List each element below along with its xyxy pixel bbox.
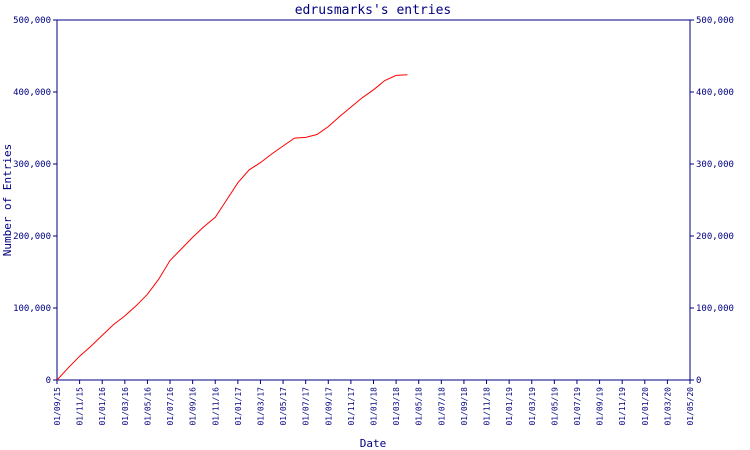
x-tick-label: 01/03/18 bbox=[392, 387, 401, 426]
x-ticks: 01/09/15 01/11/15 01/01/16 01/03/16 01/05/16… bbox=[53, 380, 695, 426]
x-tick-label: 01/01/20 bbox=[641, 387, 650, 426]
x-tick-label: 01/07/17 bbox=[302, 387, 311, 426]
x-tick-label: 01/01/16 bbox=[98, 387, 107, 426]
x-tick-label: 01/11/17 bbox=[347, 387, 356, 426]
x-tick-label: 01/09/18 bbox=[460, 387, 469, 426]
y-tick-label-left: 200,000 bbox=[13, 232, 51, 242]
y-axis-label: Number of Entries bbox=[1, 144, 14, 257]
x-tick-label: 01/11/18 bbox=[483, 387, 492, 426]
x-tick-label: 01/03/19 bbox=[528, 387, 537, 426]
x-tick-label: 01/05/16 bbox=[143, 387, 152, 426]
x-tick-label: 01/11/16 bbox=[211, 387, 220, 426]
y-tick-label-left: 0 bbox=[46, 376, 51, 386]
plot-frame bbox=[56, 19, 691, 381]
x-tick-label: 01/07/18 bbox=[437, 387, 446, 426]
x-tick-label: 01/03/17 bbox=[256, 387, 265, 426]
y-tick-label-left: 400,000 bbox=[13, 88, 51, 98]
series-group bbox=[56, 74, 408, 381]
y-ticks-right: 0 100,000 200,000 300,000 400,000 500,000 bbox=[690, 16, 734, 386]
x-tick-label: 01/11/19 bbox=[618, 387, 627, 426]
y-tick-label-right: 100,000 bbox=[696, 304, 734, 314]
y-tick-label-left: 300,000 bbox=[13, 160, 51, 170]
x-tick-label: 01/03/20 bbox=[663, 387, 672, 426]
x-tick-label: 01/07/19 bbox=[573, 387, 582, 426]
y-tick-label-right: 0 bbox=[696, 376, 701, 386]
x-tick-label: 01/05/18 bbox=[415, 387, 424, 426]
x-tick-label: 01/11/15 bbox=[76, 387, 85, 426]
y-tick-label-right: 400,000 bbox=[696, 88, 734, 98]
x-tick-label: 01/09/19 bbox=[596, 387, 605, 426]
x-tick-label: 01/09/16 bbox=[189, 387, 198, 426]
series-line-entries bbox=[56, 74, 408, 381]
x-axis-label: Date bbox=[360, 437, 387, 450]
x-tick-label: 01/01/19 bbox=[505, 387, 514, 426]
x-tick-label: 01/05/17 bbox=[279, 387, 288, 426]
x-tick-label: 01/07/16 bbox=[166, 387, 175, 426]
x-tick-label: 01/09/15 bbox=[53, 387, 62, 426]
y-ticks-left: 0 100,000 200,000 300,000 400,000 500,000 bbox=[13, 16, 57, 386]
x-tick-label: 01/03/16 bbox=[121, 387, 130, 426]
x-tick-label: 01/01/17 bbox=[234, 387, 243, 426]
x-tick-label: 01/01/18 bbox=[370, 387, 379, 426]
y-tick-label-right: 200,000 bbox=[696, 232, 734, 242]
x-tick-label: 01/09/17 bbox=[324, 387, 333, 426]
y-tick-label-left: 500,000 bbox=[13, 16, 51, 26]
y-tick-label-right: 300,000 bbox=[696, 160, 734, 170]
x-tick-label: 01/05/19 bbox=[550, 387, 559, 426]
chart-title: edrusmarks's entries bbox=[295, 3, 452, 18]
x-tick-label: 01/05/20 bbox=[686, 387, 695, 426]
y-tick-label-right: 500,000 bbox=[696, 16, 734, 26]
y-tick-label-left: 100,000 bbox=[13, 304, 51, 314]
